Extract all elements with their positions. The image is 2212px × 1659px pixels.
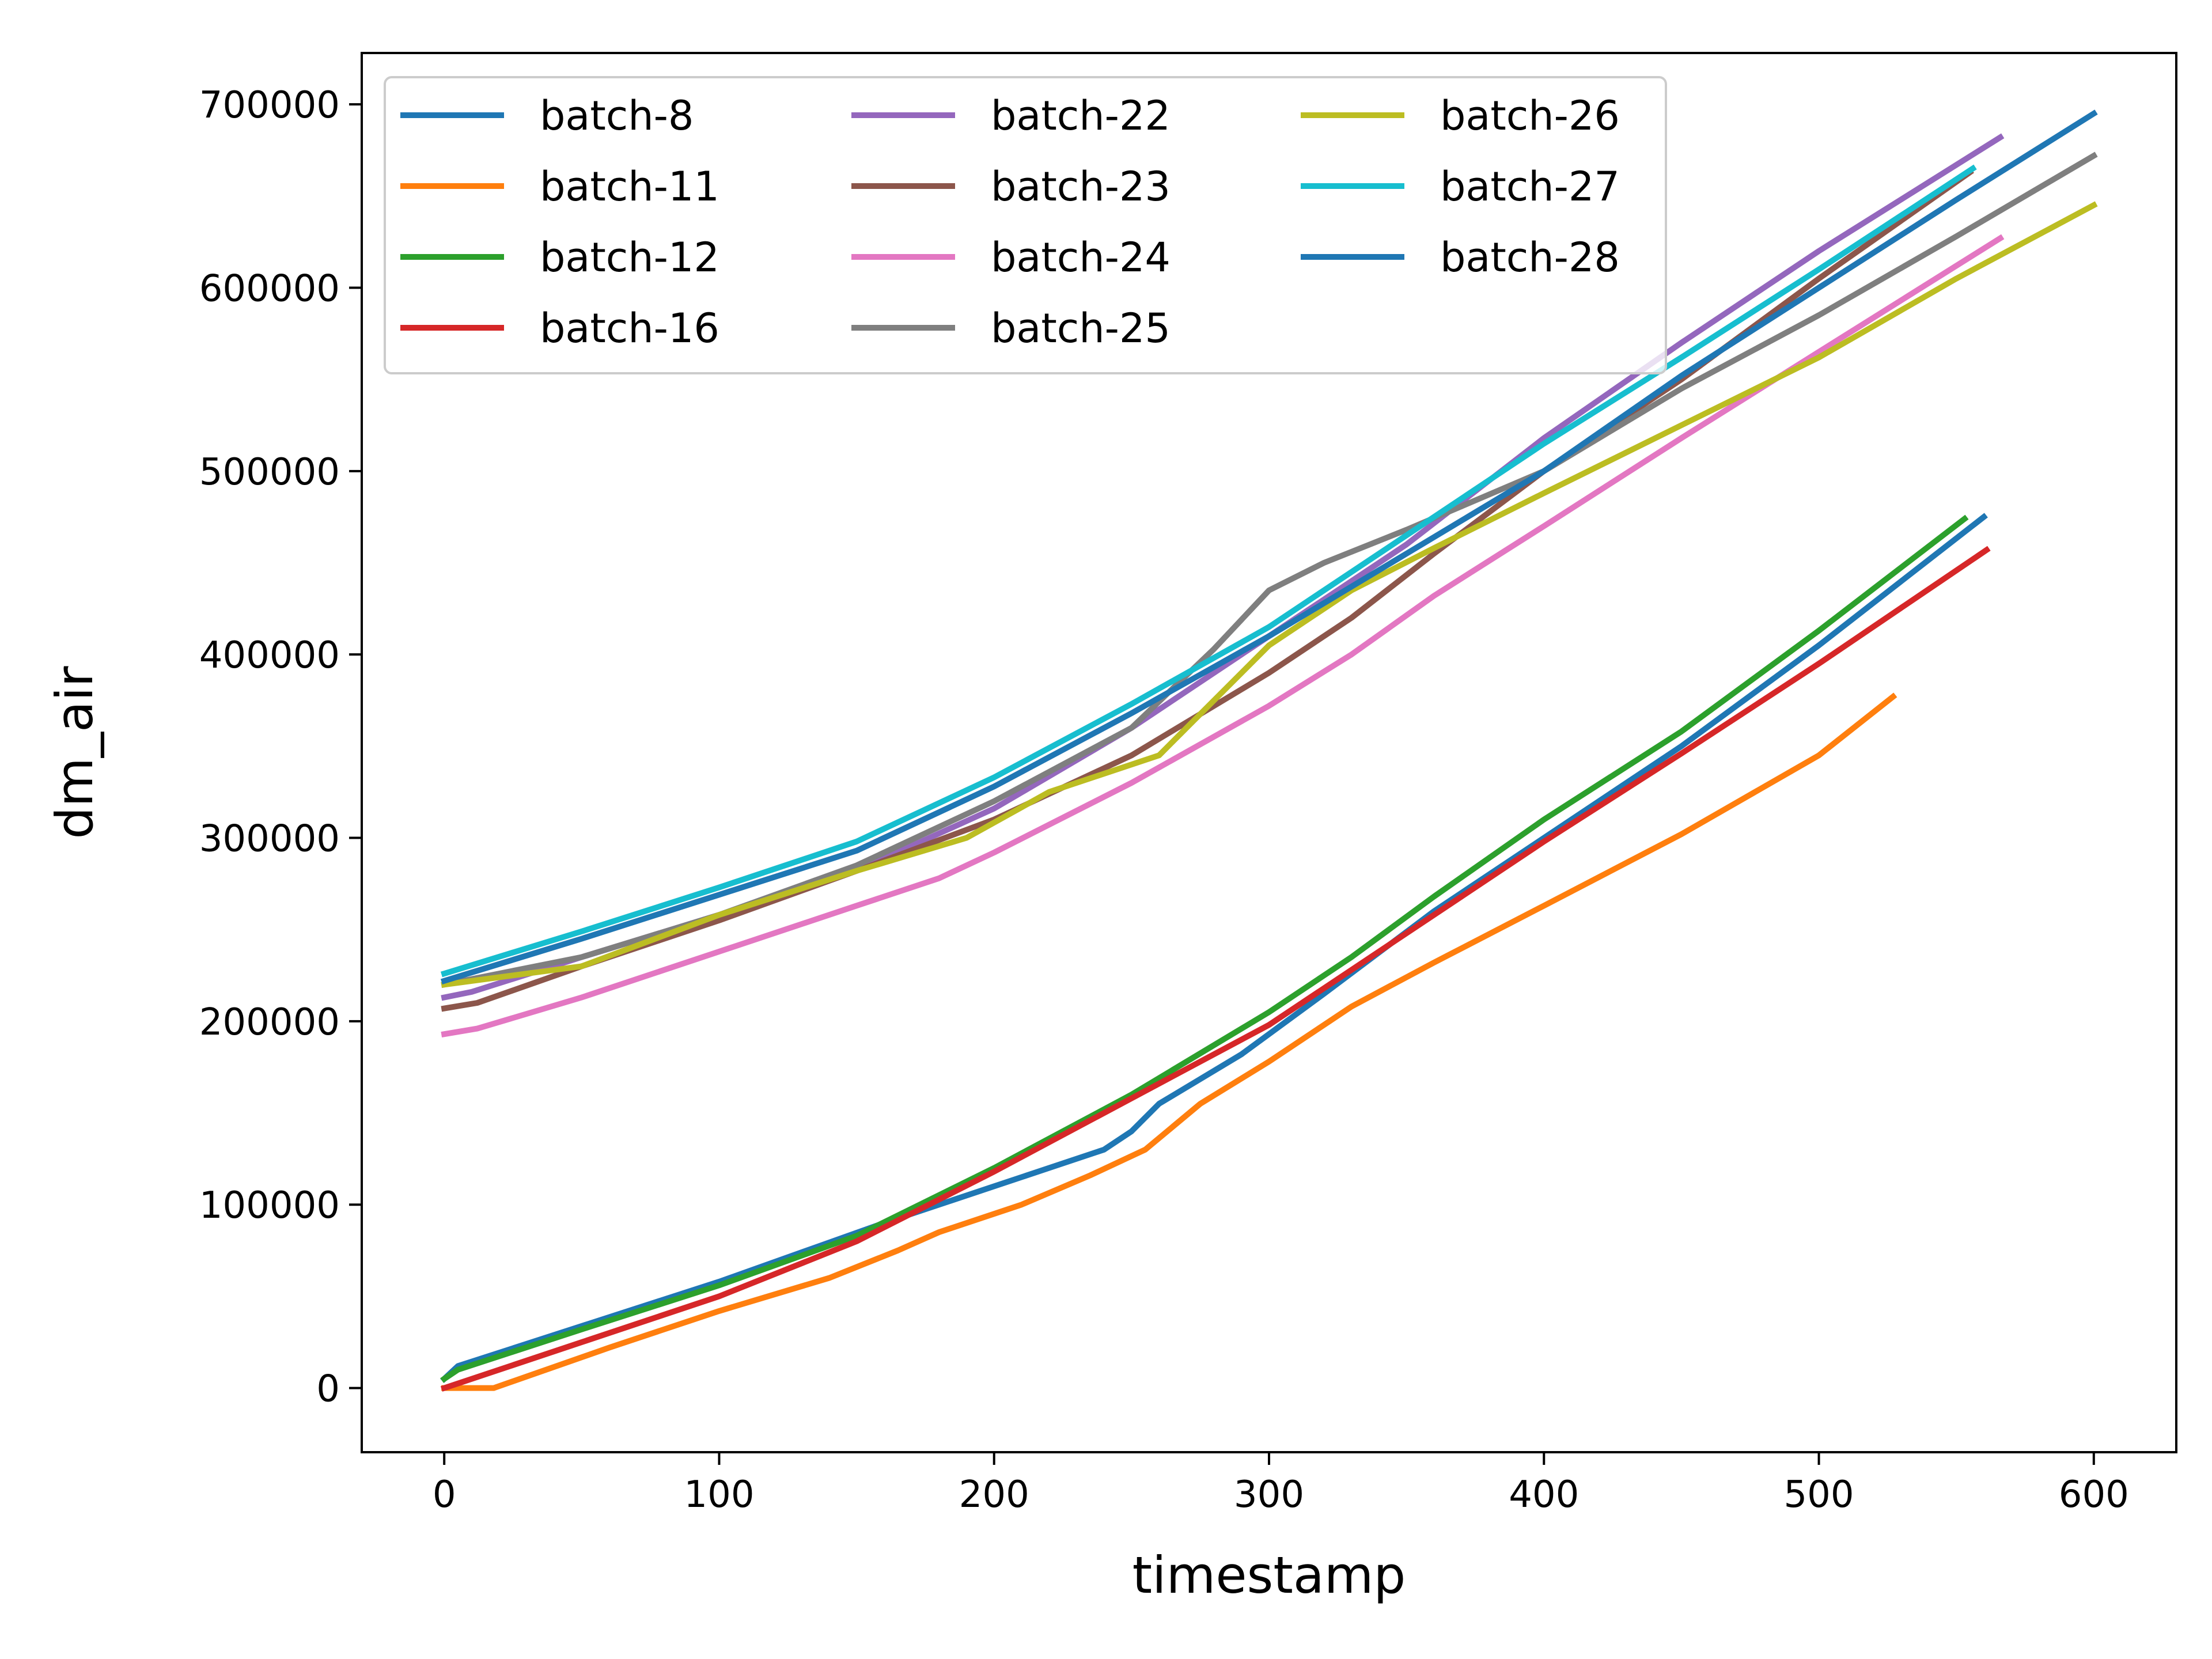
legend-label: batch-8 xyxy=(540,92,694,139)
legend-item-batch-26: batch-26 xyxy=(1301,92,1620,139)
y-tick-label: 0 xyxy=(316,1368,340,1411)
legend-label: batch-25 xyxy=(991,305,1171,352)
legend-item-batch-11: batch-11 xyxy=(400,163,719,210)
legend-item-batch-28: batch-28 xyxy=(1301,234,1620,281)
legend-item-batch-12: batch-12 xyxy=(400,234,719,281)
legend-label: batch-12 xyxy=(540,234,719,281)
legend-item-batch-23: batch-23 xyxy=(851,163,1171,210)
legend: batch-8 batch-11 batch-12 batch-16 batch-22 b… xyxy=(384,76,1667,374)
y-axis-title: dm_air xyxy=(45,666,104,839)
x-tick-label: 400 xyxy=(1509,1474,1579,1516)
legend-label: batch-23 xyxy=(991,163,1171,210)
legend-box xyxy=(384,76,1667,374)
series-layer xyxy=(440,109,2098,1392)
series-line-batch-24 xyxy=(441,234,2005,1037)
series-line-batch-28 xyxy=(440,109,2098,985)
x-tick-label: 200 xyxy=(959,1474,1029,1516)
legend-label: batch-11 xyxy=(540,163,719,210)
legend-item-batch-22: batch-22 xyxy=(851,92,1171,139)
series-line-batch-16 xyxy=(440,546,1991,1392)
series-line-batch-12 xyxy=(440,514,1969,1383)
legend-label: batch-16 xyxy=(540,305,719,352)
x-tick-label: 300 xyxy=(1234,1474,1304,1516)
legend-label: batch-24 xyxy=(991,234,1171,281)
legend-item-batch-27: batch-27 xyxy=(1301,163,1620,210)
legend-item-batch-24: batch-24 xyxy=(851,234,1171,281)
y-tick-label: 600000 xyxy=(199,267,340,310)
y-tick-label: 200000 xyxy=(199,1001,340,1044)
y-tick-label: 500000 xyxy=(199,451,340,494)
series-line-batch-27 xyxy=(440,164,1977,978)
y-tick-label: 400000 xyxy=(199,634,340,677)
legend-label: batch-26 xyxy=(1440,92,1620,139)
legend-label: batch-27 xyxy=(1440,163,1620,210)
legend-label: batch-22 xyxy=(991,92,1171,139)
legend-item-batch-16: batch-16 xyxy=(400,305,719,352)
x-tick-label: 100 xyxy=(684,1474,754,1516)
legend-item-batch-8: batch-8 xyxy=(400,92,694,139)
x-axis: 0 100 200 300 400 500 600 xyxy=(433,1452,2129,1516)
x-axis-title: timestamp xyxy=(1132,1546,1406,1605)
y-tick-label: 100000 xyxy=(199,1184,340,1227)
y-tick-label: 700000 xyxy=(199,84,340,127)
x-tick-label: 600 xyxy=(2059,1474,2129,1516)
legend-item-batch-25: batch-25 xyxy=(851,305,1171,352)
y-tick-label: 300000 xyxy=(199,818,340,861)
x-tick-label: 0 xyxy=(433,1474,456,1516)
series-line-batch-26 xyxy=(441,201,2098,988)
series-line-batch-11 xyxy=(441,692,1897,1391)
series-line-batch-8 xyxy=(440,513,1988,1383)
y-axis: 0 100000 200000 300000 400000 500000 600000 700… xyxy=(199,84,362,1411)
legend-label: batch-28 xyxy=(1440,234,1620,281)
x-tick-label: 500 xyxy=(1783,1474,1854,1516)
